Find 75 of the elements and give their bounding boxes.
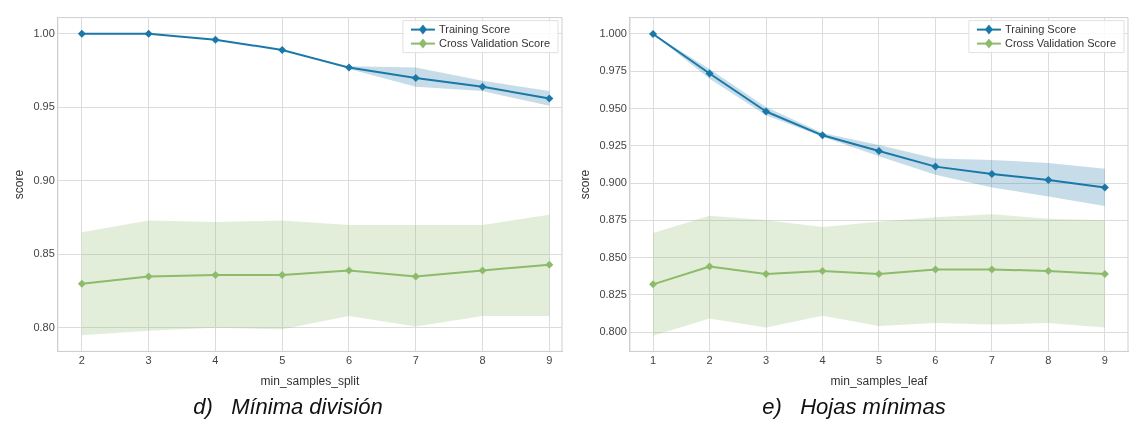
x-tick-label: 2 <box>78 354 85 367</box>
point <box>874 146 883 155</box>
x-tick-label: 5 <box>279 354 286 367</box>
legend-label: Cross Validation Score <box>438 36 551 49</box>
y-tick-label: 0.900 <box>599 176 627 189</box>
x-axis-title: min_samples_leaf <box>830 374 928 389</box>
point <box>278 45 287 54</box>
point <box>1100 183 1109 192</box>
y-tick-label: 0.90 <box>33 173 55 186</box>
point <box>278 270 287 279</box>
text: d) Mínima división <box>192 393 384 421</box>
point <box>987 265 996 274</box>
y-tick-label: 0.975 <box>599 64 627 77</box>
point <box>77 29 86 38</box>
point <box>144 29 153 38</box>
x-tick-label: 1 <box>650 354 657 367</box>
x-tick-label: 9 <box>546 354 553 367</box>
y-tick-label: 0.925 <box>599 138 627 151</box>
x-tick-label: 7 <box>988 354 995 367</box>
point <box>211 35 220 44</box>
y-tick-label: 0.80 <box>33 320 55 333</box>
point <box>818 131 827 140</box>
legend-label: Cross Validation Score <box>1004 36 1117 49</box>
point <box>1100 269 1109 278</box>
y-tick-label: 0.950 <box>599 101 627 114</box>
point <box>649 29 658 38</box>
point <box>411 73 420 82</box>
point <box>144 272 153 281</box>
x-axis-title: min_samples_split <box>260 374 360 389</box>
point <box>705 69 714 78</box>
y-axis-title: score <box>11 169 26 200</box>
x-tick-label: 3 <box>762 354 770 367</box>
y-tick-label: 1.00 <box>33 26 55 39</box>
point <box>649 280 658 289</box>
point <box>211 270 220 279</box>
point <box>762 107 771 116</box>
point <box>1044 266 1053 275</box>
x-tick-label: 8 <box>479 354 486 367</box>
point <box>344 266 353 275</box>
point <box>987 170 996 179</box>
point <box>762 269 771 278</box>
point <box>931 265 940 274</box>
x-tick-label: 6 <box>932 354 939 367</box>
y-tick-label: 0.850 <box>599 250 627 263</box>
point <box>931 162 940 171</box>
point <box>818 266 827 275</box>
point <box>478 82 487 91</box>
point <box>478 266 487 275</box>
y-tick-label: 0.825 <box>599 287 627 300</box>
point <box>545 94 554 103</box>
x-tick-label: 8 <box>1045 354 1052 367</box>
y-tick-label: 0.800 <box>599 325 627 338</box>
x-tick-label: 5 <box>875 354 883 367</box>
point <box>705 262 714 271</box>
point <box>411 272 420 281</box>
x-tick-label: 6 <box>345 354 353 367</box>
point <box>1044 176 1053 185</box>
point <box>874 269 883 278</box>
x-tick-label: 4 <box>819 354 826 367</box>
x-tick-label: 9 <box>1101 354 1108 367</box>
point <box>545 260 554 269</box>
y-tick-label: 0.95 <box>33 100 55 113</box>
legend-label: Training Score <box>1004 22 1077 35</box>
text: e) Hojas mínimas <box>761 393 947 421</box>
y-tick-label: 0.85 <box>33 247 55 260</box>
point <box>344 63 353 72</box>
x-tick-label: 2 <box>706 354 713 367</box>
point <box>77 279 86 288</box>
y-tick-label: 1.000 <box>599 27 627 40</box>
x-tick-label: 3 <box>145 354 152 367</box>
y-tick-label: 0.875 <box>599 213 627 226</box>
legend-label: Training Score <box>438 22 511 35</box>
y-axis-title: score <box>577 169 592 200</box>
x-tick-label: 7 <box>412 354 419 367</box>
x-tick-label: 4 <box>212 354 219 367</box>
